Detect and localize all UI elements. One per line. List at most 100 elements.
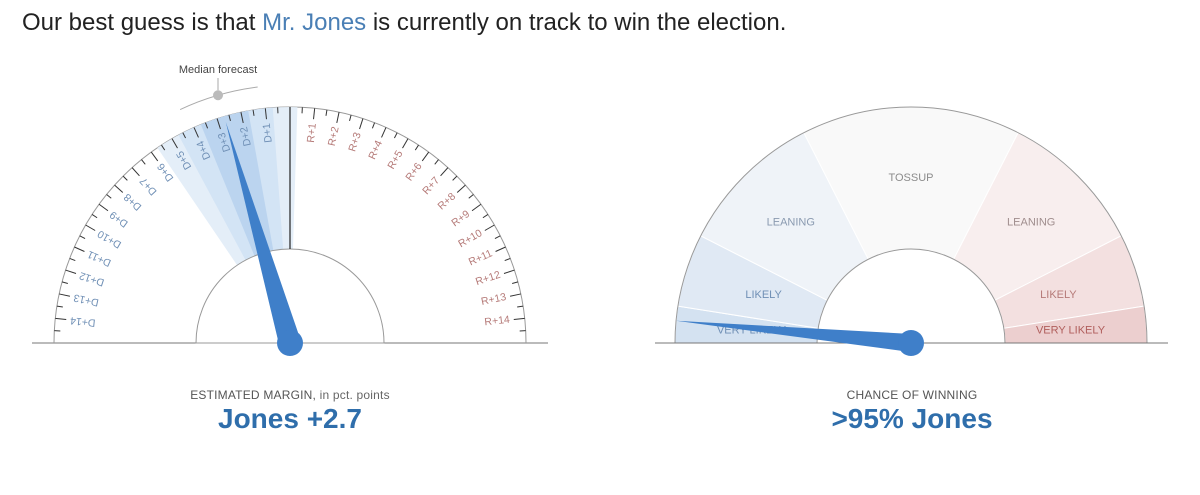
margin-value: Jones +2.7 xyxy=(218,403,362,434)
margin-gauge: D+1D+2D+3D+4D+5D+6D+7D+8D+9D+10D+11D+12D… xyxy=(32,64,548,356)
margin-tick xyxy=(264,108,267,120)
margin-tick xyxy=(204,122,209,129)
margin-tick xyxy=(494,235,501,240)
margin-tick-label-rep: R+11 xyxy=(467,247,495,268)
annotation-dot xyxy=(213,90,224,101)
margin-caption-sub: in pct. points xyxy=(316,388,390,402)
chance-needle-hub xyxy=(898,330,924,356)
headline: Our best guess is that Mr. Jones is curr… xyxy=(22,6,786,40)
margin-tick xyxy=(122,175,128,181)
margin-tick-label-rep: R+13 xyxy=(480,291,507,308)
margin-tick xyxy=(512,281,519,284)
margin-tick xyxy=(513,317,525,320)
margin-tick-label-rep: R+2 xyxy=(326,125,342,147)
median-forecast-annotation: Median forecast xyxy=(179,64,258,111)
margin-tick xyxy=(359,118,364,130)
margin-tick-label-dem: D+8 xyxy=(121,191,144,213)
margin-tick xyxy=(371,122,376,129)
margin-tick xyxy=(452,175,458,181)
margin-tick-label-rep: R+3 xyxy=(346,131,364,153)
margin-tick xyxy=(484,224,495,231)
margin-tick xyxy=(313,108,316,120)
margin-tick xyxy=(349,114,352,121)
margin-tick xyxy=(325,109,328,116)
chance-zone-label: LIKELY xyxy=(745,289,782,301)
margin-caption: ESTIMATED MARGIN, in pct. points xyxy=(80,388,500,402)
margin-tick xyxy=(114,184,124,193)
margin-tick xyxy=(193,127,199,138)
margin-tick xyxy=(482,214,489,219)
margin-tick xyxy=(131,167,140,177)
margin-tick xyxy=(216,118,221,130)
margin-tick xyxy=(503,269,515,274)
chance-gauge: VERY LIKELY LIKELY LEANING TOSSUP LEANING LIK… xyxy=(655,106,1168,356)
margin-tick xyxy=(228,114,231,121)
chance-zone-label: LIKELY xyxy=(1040,289,1077,301)
chance-zone-label: VERY LIKELY xyxy=(1036,324,1106,336)
margin-tick xyxy=(61,281,68,284)
margin-tick-label-rep: R+14 xyxy=(484,314,511,329)
chance-outer-arc xyxy=(674,106,1148,344)
margin-tick-label-rep: R+1 xyxy=(305,122,319,143)
margin-tick-label-dem: D+7 xyxy=(137,175,159,198)
chance-value: >95% Jones xyxy=(831,403,993,434)
chance-caption: CHANCE OF WINNING xyxy=(846,388,978,402)
margin-tick-label-rep: R+7 xyxy=(420,174,442,197)
margin-tick xyxy=(381,127,387,138)
margin-tick xyxy=(509,293,521,297)
margin-tick xyxy=(85,224,96,231)
margin-tick xyxy=(504,257,511,262)
margin-tick-label-rep: R+10 xyxy=(456,227,484,250)
margin-tick xyxy=(440,167,449,177)
margin-needle-hub xyxy=(277,330,303,356)
margin-tick-label-rep: R+9 xyxy=(449,208,472,229)
margin-tick xyxy=(171,138,178,149)
margin-tick-label-dem: D+10 xyxy=(95,227,123,250)
margin-needle xyxy=(225,122,301,347)
margin-inner-arc xyxy=(195,248,385,344)
margin-tick-label-dem: D+9 xyxy=(107,208,130,229)
margin-tick xyxy=(98,203,109,212)
margin-tick xyxy=(55,317,67,320)
margin-tick xyxy=(182,132,187,139)
margin-tick xyxy=(468,194,474,199)
margin-tick xyxy=(65,269,77,274)
margin-tick xyxy=(106,194,112,199)
chance-inner-arc xyxy=(816,248,1006,344)
margin-tick xyxy=(434,159,439,165)
margin-tick xyxy=(495,246,506,252)
margin-tick xyxy=(141,159,146,165)
margin-tick xyxy=(240,112,244,124)
margin-tick-label-dem: D+11 xyxy=(85,248,113,269)
margin-tick xyxy=(402,138,409,149)
chance-zone-label: LEANING xyxy=(1007,217,1055,229)
margin-tick xyxy=(59,293,71,297)
margin-tick xyxy=(421,151,430,162)
margin-tick xyxy=(336,112,340,124)
margin-tick xyxy=(414,144,419,151)
margin-caption-main: ESTIMATED MARGIN, xyxy=(190,388,317,402)
chance-zone-label: TOSSUP xyxy=(888,172,933,184)
margin-tick xyxy=(74,246,85,252)
headline-suffix: is currently on track to win the electio… xyxy=(366,9,787,36)
margin-tick-label-rep: R+12 xyxy=(474,269,502,288)
margin-tick xyxy=(79,235,86,240)
median-forecast-label: Median forecast xyxy=(179,64,257,76)
margin-tick xyxy=(471,203,482,212)
chance-zone-label: LEANING xyxy=(767,217,815,229)
margin-tick-label-rep: R+5 xyxy=(385,148,405,171)
margin-tick-label-rep: R+4 xyxy=(366,138,385,161)
margin-tick-label-dem: D+1 xyxy=(261,122,275,143)
margin-tick-label-dem: D+2 xyxy=(238,125,254,147)
headline-candidate: Mr. Jones xyxy=(262,9,367,36)
margin-tick-label-dem: D+12 xyxy=(78,269,106,288)
margin-tick xyxy=(69,257,76,262)
margin-tick xyxy=(91,214,98,219)
margin-tick-label-rep: R+8 xyxy=(436,190,459,212)
margin-tick xyxy=(456,184,466,193)
margin-tick xyxy=(517,305,524,308)
margin-tick xyxy=(393,132,398,139)
margin-tick xyxy=(161,144,166,151)
headline-prefix: Our best guess is that xyxy=(22,9,263,36)
